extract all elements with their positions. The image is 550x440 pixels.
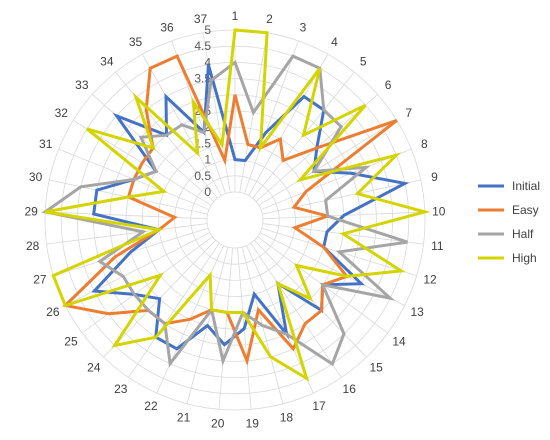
radial-tick-label: 0 bbox=[204, 185, 211, 199]
spoke-3 bbox=[243, 40, 299, 194]
category-label: 18 bbox=[280, 410, 294, 424]
category-label: 22 bbox=[144, 399, 158, 413]
category-label: 35 bbox=[129, 35, 143, 49]
category-label: 30 bbox=[29, 170, 43, 184]
spoke-28 bbox=[46, 223, 208, 245]
category-label: 12 bbox=[423, 273, 437, 287]
series-lines bbox=[41, 28, 431, 382]
category-label: 34 bbox=[100, 54, 114, 68]
radial-tick-label: 0.5 bbox=[194, 169, 211, 183]
category-label: 28 bbox=[26, 239, 40, 253]
radial-tick-label: 4.5 bbox=[194, 39, 211, 53]
category-label: 32 bbox=[55, 106, 69, 120]
series-line-high bbox=[44, 28, 431, 382]
radial-tick-label: 2 bbox=[204, 120, 211, 134]
category-label: 2 bbox=[266, 12, 273, 26]
spoke-7 bbox=[258, 120, 398, 206]
spoke-25 bbox=[82, 236, 213, 334]
spoke-16 bbox=[250, 242, 342, 378]
category-label: 4 bbox=[331, 35, 338, 49]
spoke-26 bbox=[65, 232, 211, 306]
category-labels: 1 234567891011121314151617181920212223242… bbox=[25, 9, 446, 430]
category-label: 17 bbox=[312, 399, 326, 413]
legend-label-easy: Easy bbox=[512, 203, 539, 217]
radial-tick-label: 5 bbox=[204, 23, 211, 37]
category-label: 9 bbox=[431, 170, 438, 184]
legend: Initial Easy Half High bbox=[478, 179, 540, 265]
series-line-half bbox=[41, 54, 408, 368]
category-label: 19 bbox=[246, 416, 260, 430]
category-label: 24 bbox=[87, 360, 101, 374]
category-label: 1 bbox=[232, 9, 239, 23]
legend-label-high: High bbox=[512, 251, 537, 265]
category-label: 3 bbox=[300, 21, 307, 35]
category-label: 20 bbox=[211, 416, 225, 430]
radial-tick-label: 4 bbox=[204, 55, 211, 69]
spoke-9 bbox=[262, 179, 421, 215]
category-label: 23 bbox=[114, 382, 128, 396]
category-label: 13 bbox=[410, 305, 424, 319]
category-label: 8 bbox=[421, 137, 428, 151]
category-label: 7 bbox=[405, 106, 412, 120]
category-label: 33 bbox=[75, 78, 89, 92]
series-line-easy bbox=[62, 54, 398, 366]
grid-circle-0 bbox=[206, 191, 264, 249]
category-label: 11 bbox=[431, 239, 444, 253]
category-label: 27 bbox=[33, 273, 47, 287]
category-label: 15 bbox=[369, 360, 383, 374]
category-label: 14 bbox=[392, 334, 406, 348]
radial-tick-label: 1 bbox=[204, 153, 211, 167]
spoke-13 bbox=[259, 232, 405, 306]
category-label: 29 bbox=[25, 204, 39, 218]
category-label: 10 bbox=[432, 204, 446, 218]
category-label: 37 bbox=[194, 12, 208, 26]
legend-label-initial: Initial bbox=[512, 179, 540, 193]
category-label: 21 bbox=[177, 410, 191, 424]
spoke-29 bbox=[45, 211, 208, 220]
category-label: 16 bbox=[343, 382, 357, 396]
spoke-20 bbox=[218, 247, 234, 410]
spoke-37 bbox=[202, 32, 231, 193]
category-label: 26 bbox=[46, 305, 60, 319]
category-label: 5 bbox=[360, 54, 367, 68]
category-label: 31 bbox=[39, 137, 53, 151]
category-label: 6 bbox=[385, 78, 392, 92]
spoke-23 bbox=[128, 242, 220, 378]
category-label: 25 bbox=[64, 334, 78, 348]
legend-label-half: Half bbox=[512, 227, 534, 241]
category-label: 36 bbox=[160, 21, 174, 35]
